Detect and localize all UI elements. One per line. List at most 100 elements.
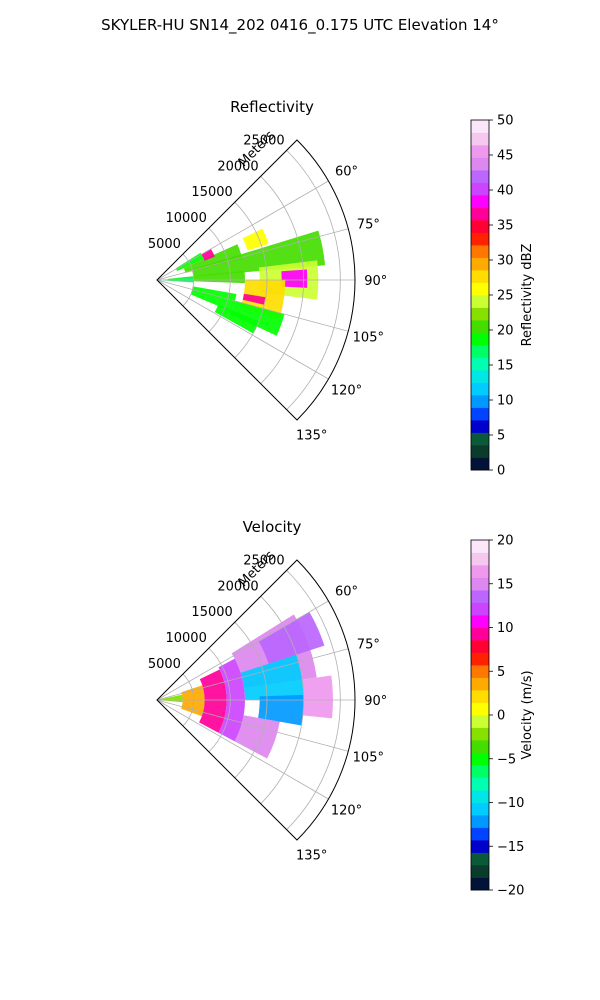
colorbar-swatch [471,552,489,566]
data-cell [242,228,269,251]
colorbar-swatch [471,652,489,666]
azimuth-spoke [156,648,349,701]
colorbar-swatch [471,690,489,703]
colorbar-swatch [471,332,489,346]
data-cell [190,286,237,312]
azimuth-tick-label: 135° [296,849,327,864]
colorbar-tick-label: 20 [497,534,514,549]
reflectivity-chart: Reflectivity500010000150002000025000Mete… [148,98,535,479]
data-cell [258,612,325,664]
colorbar-swatch [471,170,489,183]
range-tick-label: 5000 [148,657,181,672]
colorbar-swatch [471,120,489,133]
colorbar-swatch [471,307,489,321]
colorbar-swatch [471,320,489,333]
colorbar-swatch [471,432,489,446]
colorbar-swatch [471,295,489,308]
colorbar-swatch [471,157,489,171]
colorbar-swatch [471,877,489,891]
colorbar-tick-label: 0 [497,709,505,724]
colorbar-tick-label: 40 [497,184,514,199]
colorbar-swatch [471,445,489,458]
colorbar-swatch [471,357,489,371]
grid [156,150,355,410]
colorbar-swatch [471,865,489,878]
colorbar: 0 5 10 15 20 25 30 35 40 45 50 Reflectivity dBZ [470,114,535,479]
colorbar-tick-label: 30 [497,254,514,269]
azimuth-tick-label: 120° [331,383,362,398]
colorbar-swatch [471,382,489,396]
range-tick-label: 10000 [165,211,206,226]
data-cell [214,304,259,334]
azimuth-tick-label: 60° [335,585,358,600]
colorbar-tick-label: 10 [497,621,514,636]
colorbar-swatch [471,207,489,221]
colorbar-tick-label: 25 [497,289,514,304]
colorbar-swatch [471,790,489,803]
colorbar-swatch [471,752,489,766]
colorbar-swatch [471,182,489,196]
colorbar-swatch [471,345,489,358]
azimuth-tick-label: 105° [353,331,384,346]
chart-title: Velocity [243,518,302,536]
colorbar-swatch [471,565,489,578]
colorbar-swatch [471,220,489,233]
grid [156,570,355,830]
azimuth-spoke [156,600,329,701]
data-layer [157,612,333,759]
colorbar-tick-label: 20 [497,324,514,339]
colorbar-swatch [471,640,489,653]
colorbar-swatch [471,702,489,716]
data-cell [183,244,243,273]
range-tick-label: 25000 [243,553,284,568]
chart-title: Reflectivity [230,98,314,116]
colorbar-swatch [471,257,489,271]
colorbar-swatch [471,765,489,778]
range-tick-label: 10000 [165,631,206,646]
colorbar-swatch [471,715,489,728]
colorbar-swatch [471,282,489,296]
colorbar-swatch [471,590,489,603]
data-cell [281,269,308,288]
azimuth-spoke [156,699,349,752]
data-cell [230,300,285,336]
azimuth-tick-label: 90° [364,274,387,289]
colorbar-swatch [471,395,489,408]
colorbar-tick-label: −20 [497,884,524,899]
colorbar-tick-label: 0 [497,464,505,479]
colorbar-label: Velocity (m/s) [520,670,535,759]
data-cell [181,685,205,717]
colorbar-swatch [471,145,489,158]
colorbar-tick-label: 10 [497,394,514,409]
azimuth-spoke [156,279,329,380]
data-cell [302,675,333,719]
azimuth-tick-label: 60° [335,165,358,180]
colorbar: −20 −15 −10 −5 0 5 10 15 20 Velocity (m/s) [470,534,535,899]
colorbar-swatch [471,827,489,841]
colorbar-swatch [471,232,489,246]
colorbar-swatch [471,457,489,471]
colorbar-swatch [471,627,489,641]
range-tick-label: 15000 [191,185,232,200]
colorbar-tick-label: 15 [497,577,514,592]
colorbar-swatch [471,852,489,866]
range-tick-label: 15000 [191,605,232,620]
azimuth-tick-label: 105° [353,751,384,766]
colorbar-swatch [471,270,489,283]
colorbar-tick-label: −10 [497,796,524,811]
colorbar-swatch [471,727,489,741]
colorbar-swatch [471,132,489,146]
colorbar-tick-label: 45 [497,149,514,164]
colorbar-swatch [471,577,489,591]
reflectivity-panel: Reflectivity 5000 10000 15000 20000 25000 Mete… [0,80,600,500]
azimuth-spoke [156,228,349,281]
colorbar-swatch [471,540,489,553]
azimuth-spoke [156,699,329,800]
colorbar-swatch [471,840,489,853]
colorbar-swatch [471,615,489,628]
data-cell [234,715,280,759]
colorbar-tick-label: 5 [497,665,505,680]
data-cell [201,248,215,261]
azimuth-tick-label: 135° [296,429,327,444]
data-layer [157,228,326,336]
